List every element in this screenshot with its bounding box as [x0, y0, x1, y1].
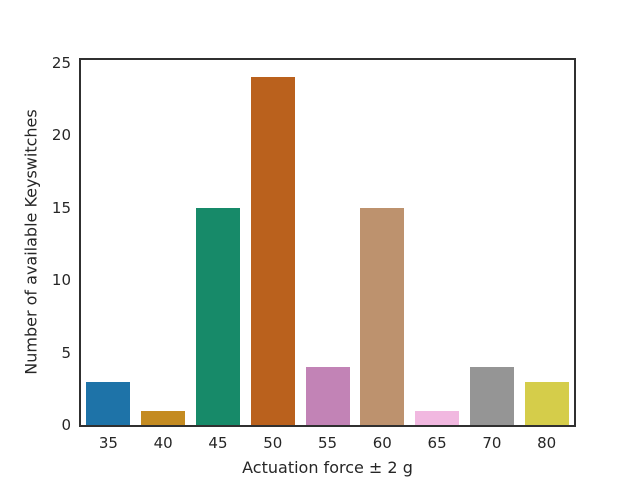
x-axis-label: Actuation force ± 2 g [242, 458, 413, 477]
x-tick-label-80: 80 [537, 434, 557, 452]
plot-area [79, 58, 576, 427]
bar-80 [524, 381, 569, 425]
bar-35 [86, 381, 131, 425]
x-tick-label-45: 45 [208, 434, 228, 452]
bar-slot [300, 60, 355, 425]
bar-70 [469, 367, 514, 425]
bar-65 [415, 410, 460, 425]
y-tick-label-5: 5 [61, 343, 71, 362]
bar-40 [141, 410, 186, 425]
y-tick-label-20: 20 [51, 126, 71, 145]
y-tick-label-0: 0 [61, 416, 71, 434]
x-tick-label-60: 60 [372, 434, 392, 452]
y-tick-label-25: 25 [51, 53, 71, 72]
x-tick-label-65: 65 [427, 434, 447, 452]
y-tick-label-15: 15 [51, 198, 71, 217]
bar-slot [410, 60, 465, 425]
bar-slot [81, 60, 136, 425]
bar-slot [245, 60, 300, 425]
x-tick-label-70: 70 [482, 434, 502, 452]
bar-60 [360, 207, 405, 425]
y-tick-label-10: 10 [51, 271, 71, 290]
bar-slot [191, 60, 246, 425]
x-axis-tick-labels: 35 40 45 50 55 60 65 70 80 [81, 434, 574, 452]
x-tick-label-55: 55 [317, 434, 338, 452]
x-tick-label-50: 50 [263, 434, 283, 452]
bar-slot [519, 60, 574, 425]
bar-55 [305, 367, 350, 425]
y-axis-tick-labels: 0 5 10 15 20 25 [0, 0, 79, 480]
bar-slot [136, 60, 191, 425]
x-tick-label-40: 40 [153, 434, 173, 452]
bar-slot [355, 60, 410, 425]
bar-45 [195, 207, 240, 425]
bar-50 [250, 77, 295, 425]
x-tick-label-35: 35 [98, 434, 118, 452]
bars-container [81, 60, 574, 425]
bar-slot [464, 60, 519, 425]
